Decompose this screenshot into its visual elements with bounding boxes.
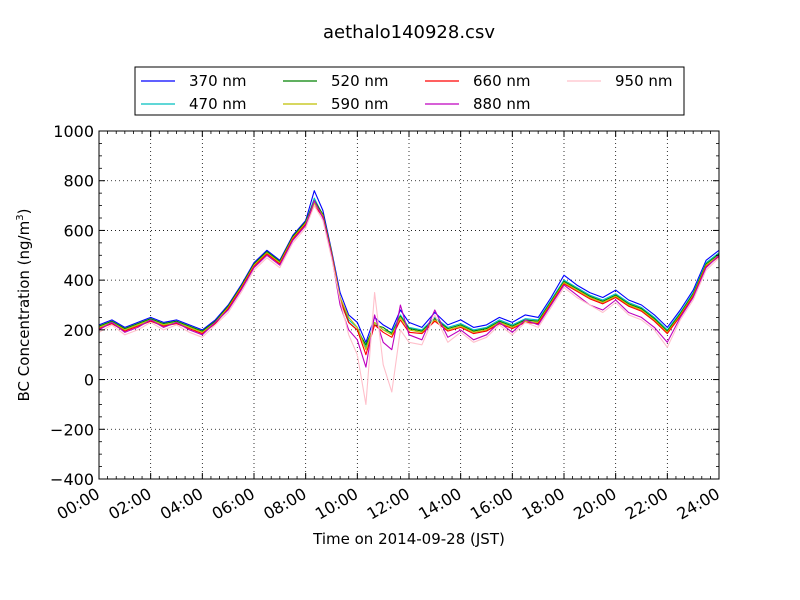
x-axis-label: Time on 2014-09-28 (JST) [312, 530, 505, 548]
y-tick-label: −400 [50, 470, 94, 489]
plot-area [99, 131, 719, 479]
series-line-880-nm [98, 200, 720, 368]
y-axis-label-close: ) [15, 209, 33, 215]
legend-label: 880 nm [473, 95, 531, 113]
y-tick-label: −200 [50, 420, 94, 439]
legend-label: 950 nm [615, 72, 673, 90]
y-tick-label: 400 [63, 271, 94, 290]
series-line-370-nm [98, 190, 720, 343]
y-tick-label: 200 [63, 321, 94, 340]
series-lines [98, 190, 720, 405]
legend-label: 370 nm [189, 72, 247, 90]
axis-ticks [98, 130, 720, 480]
y-axis-label-exponent: 3 [15, 214, 26, 220]
y-tick-label: 0 [84, 371, 94, 390]
legend-label: 660 nm [473, 72, 531, 90]
y-tick-label: 800 [63, 172, 94, 191]
legend-box [134, 66, 685, 116]
legend-label: 520 nm [331, 72, 389, 90]
series-line-950-nm [98, 205, 720, 405]
legend-label: 590 nm [331, 95, 389, 113]
legend-label: 470 nm [189, 95, 247, 113]
y-tick-label: 1000 [53, 122, 94, 141]
svg-text:BC Concentration (ng/m3): BC Concentration (ng/m3) [15, 209, 33, 402]
grid [99, 131, 719, 479]
y-tick-labels: −400 −200 0 200 400 600 800 1000 [50, 122, 94, 489]
y-axis-label-main: BC Concentration (ng/m [15, 221, 33, 402]
legend: 370 nm 470 nm 520 nm 590 nm 660 nm 880 nm 950 … [134, 66, 685, 116]
series-line-590-nm [98, 202, 720, 351]
y-tick-label: 600 [63, 221, 94, 240]
y-axis-label: BC Concentration (ng/m3) [15, 209, 33, 402]
chart-title: aethalo140928.csv [323, 22, 495, 43]
